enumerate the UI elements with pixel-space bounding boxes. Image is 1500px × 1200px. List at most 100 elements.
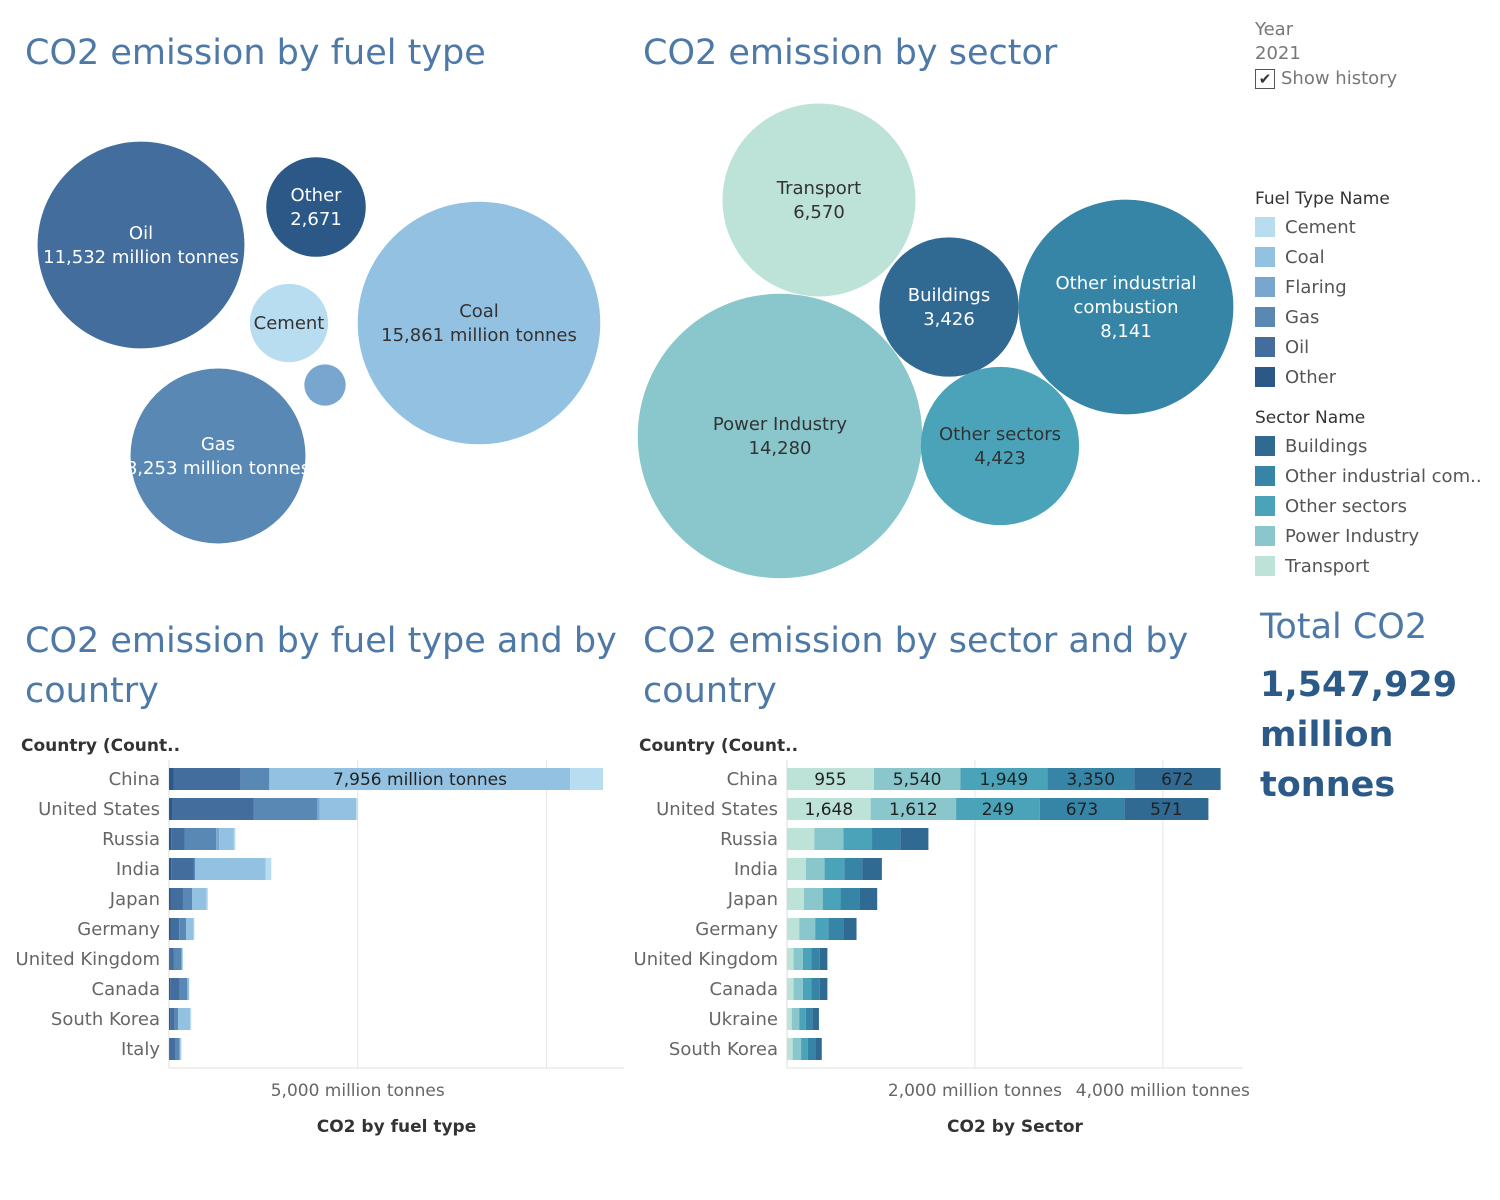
bubble-other-industrial-combustion[interactable]: Other industrial combustion 8,141 bbox=[1018, 199, 1234, 415]
fuel-legend-item-gas[interactable]: Gas bbox=[1255, 302, 1495, 332]
bar-segment-united-kingdom-power-industry[interactable] bbox=[793, 948, 803, 970]
bar-segment-united-states-coal[interactable] bbox=[319, 798, 357, 820]
bar-segment-ukraine-other-industrial-combustion[interactable] bbox=[805, 1008, 813, 1030]
bar-segment-united-kingdom-coal[interactable] bbox=[181, 948, 183, 970]
bar-segment-united-kingdom-transport[interactable] bbox=[787, 948, 794, 970]
bar-segment-russia-gas[interactable] bbox=[184, 828, 217, 850]
show-history-toggle[interactable]: ✔ Show history bbox=[1255, 68, 1495, 89]
bar-segment-russia-buildings[interactable] bbox=[900, 828, 929, 850]
bar-segment-united-kingdom-gas[interactable] bbox=[173, 948, 182, 970]
bar-segment-germany-other[interactable] bbox=[169, 918, 171, 940]
bar-segment-india-cement[interactable] bbox=[265, 858, 272, 880]
sector-legend-item-other-sectors[interactable]: Other sectors bbox=[1255, 491, 1495, 521]
bar-segment-south-korea-power-industry[interactable] bbox=[792, 1038, 802, 1060]
bar-segment-south-korea-cement[interactable] bbox=[190, 1008, 192, 1030]
bar-segment-south-korea-other[interactable] bbox=[169, 1008, 171, 1030]
bar-segment-united-states-other-sectors[interactable] bbox=[956, 798, 1040, 820]
bar-segment-india-gas[interactable] bbox=[193, 858, 196, 880]
fuel-legend-item-flaring[interactable]: Flaring bbox=[1255, 272, 1495, 302]
bar-segment-china-buildings[interactable] bbox=[1134, 768, 1221, 790]
bar-segment-japan-other-sectors[interactable] bbox=[822, 888, 841, 910]
bar-segment-china-transport[interactable] bbox=[787, 768, 874, 790]
bar-segment-china-power-industry[interactable] bbox=[873, 768, 961, 790]
bar-segment-united-kingdom-oil[interactable] bbox=[169, 948, 174, 970]
bar-segment-germany-power-industry[interactable] bbox=[799, 918, 816, 940]
fuel-legend-item-coal[interactable]: Coal bbox=[1255, 242, 1495, 272]
bar-segment-south-korea-coal[interactable] bbox=[178, 1008, 191, 1030]
bar-segment-japan-coal[interactable] bbox=[192, 888, 207, 910]
bubble-oil[interactable]: Oil 11,532 million tonnes bbox=[37, 141, 245, 349]
bar-segment-japan-transport[interactable] bbox=[787, 888, 804, 910]
bar-segment-italy-cement[interactable] bbox=[180, 1038, 182, 1060]
bar-segment-russia-other[interactable] bbox=[169, 828, 172, 850]
bar-segment-germany-coal[interactable] bbox=[185, 918, 194, 940]
year-value[interactable]: 2021 bbox=[1255, 43, 1301, 64]
bar-segment-japan-buildings[interactable] bbox=[859, 888, 878, 910]
bar-segment-united-kingdom-other[interactable] bbox=[169, 948, 170, 970]
bar-segment-russia-transport[interactable] bbox=[787, 828, 815, 850]
show-history-checkbox[interactable]: ✔ bbox=[1255, 68, 1275, 89]
bar-segment-ukraine-buildings[interactable] bbox=[812, 1008, 819, 1030]
bar-segment-united-states-oil[interactable] bbox=[172, 798, 254, 820]
bar-segment-germany-other-industrial-combustion[interactable] bbox=[828, 918, 844, 940]
bar-segment-india-other-industrial-combustion[interactable] bbox=[844, 858, 863, 880]
sector-legend-item-buildings[interactable]: Buildings bbox=[1255, 431, 1495, 461]
bar-segment-canada-buildings[interactable] bbox=[819, 978, 828, 1000]
bar-segment-china-other-sectors[interactable] bbox=[960, 768, 1048, 790]
bar-segment-japan-power-industry[interactable] bbox=[803, 888, 823, 910]
bar-segment-canada-other[interactable] bbox=[169, 978, 171, 1000]
bar-segment-india-coal[interactable] bbox=[195, 858, 266, 880]
bubble-gas[interactable]: Gas 8,253 million tonnes bbox=[126, 368, 310, 544]
bar-segment-india-oil[interactable] bbox=[171, 858, 194, 880]
bubble-transport[interactable]: Transport 6,570 bbox=[722, 103, 916, 297]
bar-segment-south-korea-gas[interactable] bbox=[174, 1008, 179, 1030]
bar-segment-russia-flaring[interactable] bbox=[216, 828, 220, 850]
bar-segment-canada-gas[interactable] bbox=[179, 978, 188, 1000]
bar-segment-japan-gas[interactable] bbox=[182, 888, 193, 910]
bubble-cement[interactable]: Cement bbox=[249, 283, 329, 363]
bar-segment-russia-oil[interactable] bbox=[171, 828, 185, 850]
bar-segment-japan-oil[interactable] bbox=[170, 888, 183, 910]
bar-segment-india-other[interactable] bbox=[169, 858, 172, 880]
bar-segment-japan-other-industrial-combustion[interactable] bbox=[840, 888, 860, 910]
bar-segment-united-kingdom-other-sectors[interactable] bbox=[802, 948, 812, 970]
bar-segment-china-other-industrial-combustion[interactable] bbox=[1047, 768, 1135, 790]
bar-segment-china-other[interactable] bbox=[169, 768, 174, 790]
bar-segment-canada-transport[interactable] bbox=[787, 978, 794, 1000]
bar-segment-japan-other[interactable] bbox=[169, 888, 171, 910]
bar-segment-germany-transport[interactable] bbox=[787, 918, 800, 940]
bar-segment-canada-oil[interactable] bbox=[170, 978, 180, 1000]
fuel-legend-item-cement[interactable]: Cement bbox=[1255, 212, 1495, 242]
bar-segment-china-gas[interactable] bbox=[240, 768, 270, 790]
bar-segment-russia-other-sectors[interactable] bbox=[843, 828, 873, 850]
fuel-legend-item-oil[interactable]: Oil bbox=[1255, 332, 1495, 362]
bar-segment-canada-other-sectors[interactable] bbox=[802, 978, 812, 1000]
bar-segment-united-states-buildings[interactable] bbox=[1124, 798, 1209, 820]
bar-segment-italy-oil[interactable] bbox=[169, 1038, 176, 1060]
bar-segment-germany-gas[interactable] bbox=[179, 918, 186, 940]
bar-segment-germany-buildings[interactable] bbox=[843, 918, 857, 940]
bar-segment-india-buildings[interactable] bbox=[862, 858, 882, 880]
bubble-other-sectors[interactable]: Other sectors 4,423 bbox=[920, 366, 1080, 526]
bar-segment-ukraine-other-sectors[interactable] bbox=[799, 1008, 806, 1030]
bubble-power-industry[interactable]: Power Industry 14,280 bbox=[637, 293, 923, 579]
bar-segment-russia-power-industry[interactable] bbox=[814, 828, 844, 850]
bar-segment-south-korea-other-sectors[interactable] bbox=[801, 1038, 808, 1060]
bar-segment-canada-other-industrial-combustion[interactable] bbox=[811, 978, 820, 1000]
bar-segment-india-power-industry[interactable] bbox=[805, 858, 825, 880]
bar-segment-russia-other-industrial-combustion[interactable] bbox=[872, 828, 901, 850]
bar-segment-india-transport[interactable] bbox=[787, 858, 806, 880]
bar-segment-united-states-gas[interactable] bbox=[253, 798, 318, 820]
bar-segment-china-coal[interactable] bbox=[269, 768, 571, 790]
sector-legend-item-other-industrial-com[interactable]: Other industrial com.. bbox=[1255, 461, 1495, 491]
bubble-buildings[interactable]: Buildings 3,426 bbox=[879, 237, 1019, 377]
bar-segment-south-korea-buildings[interactable] bbox=[815, 1038, 822, 1060]
bar-segment-germany-other-sectors[interactable] bbox=[815, 918, 829, 940]
bar-segment-canada-power-industry[interactable] bbox=[793, 978, 803, 1000]
bar-segment-russia-cement[interactable] bbox=[233, 828, 236, 850]
bar-segment-japan-cement[interactable] bbox=[206, 888, 208, 910]
bubble-coal[interactable]: Coal 15,861 million tonnes bbox=[357, 201, 601, 445]
bar-segment-south-korea-transport[interactable] bbox=[787, 1038, 793, 1060]
bar-segment-united-states-flaring[interactable] bbox=[317, 798, 320, 820]
bar-segment-china-flaring[interactable] bbox=[269, 768, 270, 790]
